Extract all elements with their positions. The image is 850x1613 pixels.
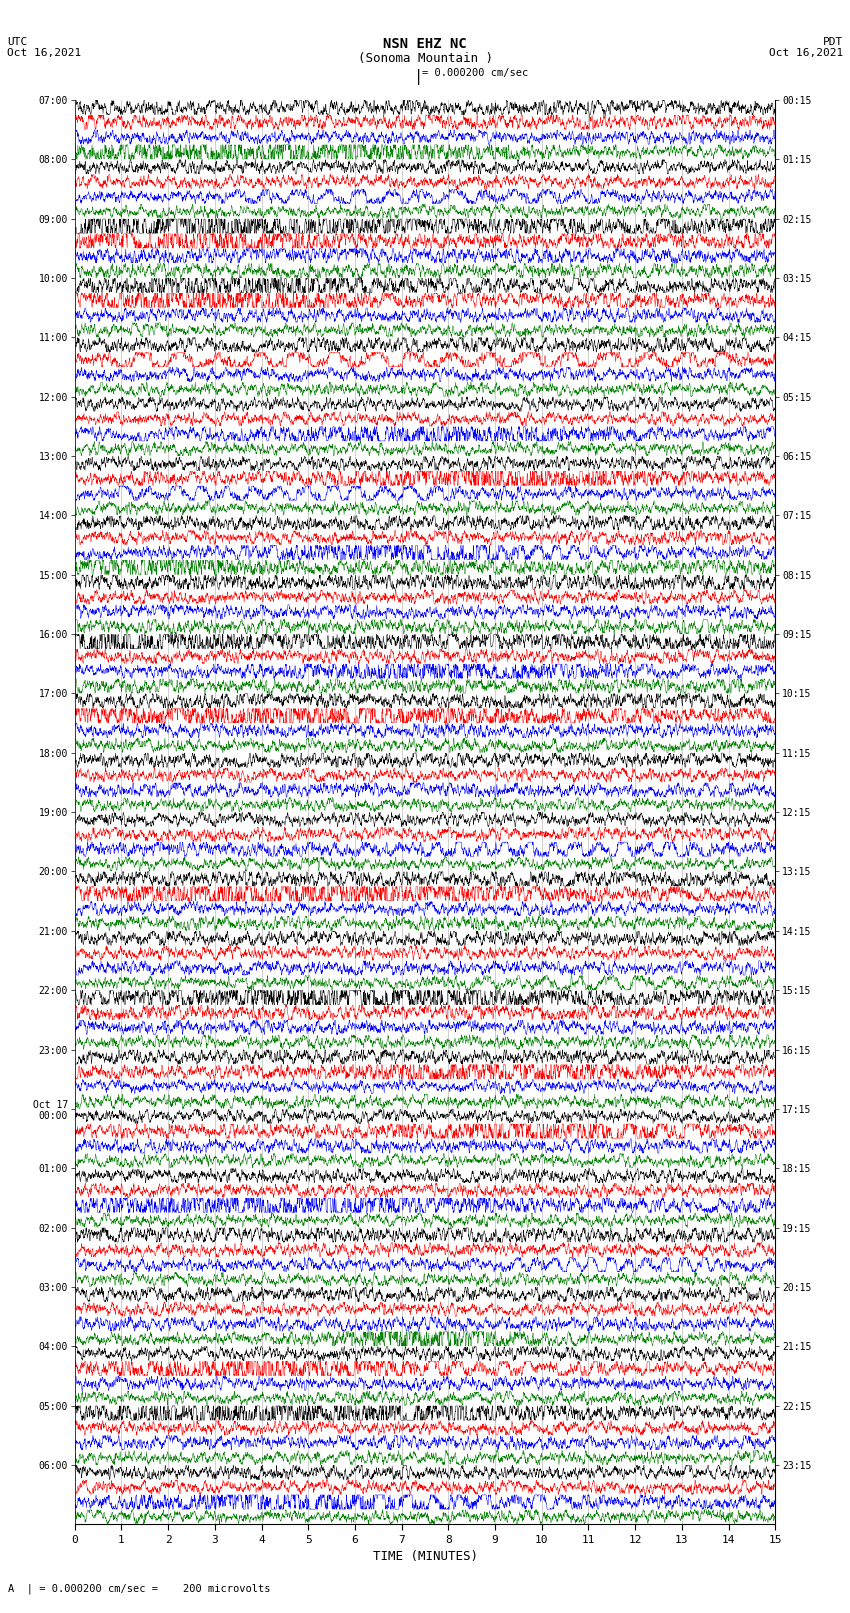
X-axis label: TIME (MINUTES): TIME (MINUTES)	[372, 1550, 478, 1563]
Text: UTC: UTC	[7, 37, 27, 47]
Text: Oct 16,2021: Oct 16,2021	[769, 48, 843, 58]
Text: = 0.000200 cm/sec: = 0.000200 cm/sec	[422, 68, 529, 77]
Text: NSN EHZ NC: NSN EHZ NC	[383, 37, 467, 52]
Text: A  | = 0.000200 cm/sec =    200 microvolts: A | = 0.000200 cm/sec = 200 microvolts	[8, 1582, 271, 1594]
Text: |: |	[414, 69, 422, 85]
Text: (Sonoma Mountain ): (Sonoma Mountain )	[358, 52, 492, 65]
Text: PDT: PDT	[823, 37, 843, 47]
Text: Oct 16,2021: Oct 16,2021	[7, 48, 81, 58]
